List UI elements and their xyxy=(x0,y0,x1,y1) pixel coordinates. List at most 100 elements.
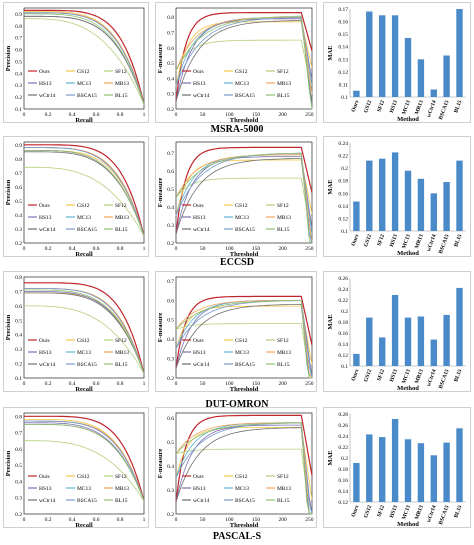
fm-series-Ours xyxy=(175,146,313,235)
fm-ytick: 0.2 xyxy=(167,376,174,382)
fm-ylabel: F-measure xyxy=(157,44,164,74)
fm-xtick: 100 xyxy=(225,517,234,523)
pr-series-BSCA15 xyxy=(24,147,145,237)
legend-label-MR13: MR13 xyxy=(277,486,291,492)
mae-panel-2: 0.1 0.12 0.14 0.16 0.18 0.2 0.22 0.24 0.26 Ours GS… xyxy=(323,271,471,392)
pr-ytick: 0.2 xyxy=(15,512,22,518)
mae-bar-wCtr14 xyxy=(430,89,437,97)
pr-xtick: 0.2 xyxy=(45,517,52,523)
mae-category-MR13: MR13 xyxy=(414,504,425,520)
mae-bar-MR13 xyxy=(417,316,425,366)
mae-bar-HS13 xyxy=(391,15,399,97)
fm-ytick: 0.3 xyxy=(167,357,174,363)
legend-label-Ours: Ours xyxy=(39,474,50,480)
fm-ytick: 0.2 xyxy=(167,512,174,518)
legend-label-MC13: MC13 xyxy=(77,486,91,492)
mae-category-GS12: GS12 xyxy=(363,504,373,518)
fm-series-BL15 xyxy=(175,300,312,379)
fm-xtick: 0 xyxy=(175,246,178,252)
mae-ylabel: MAE xyxy=(327,450,334,465)
mae-category-HS13: HS13 xyxy=(389,504,399,518)
pr-series-BSCA15 xyxy=(24,288,145,374)
mae-ytick: 0.18 xyxy=(338,467,348,473)
pr-xtick: 1 xyxy=(143,112,146,118)
pr-xtick: 1 xyxy=(143,517,146,523)
legend-label-MR13: MR13 xyxy=(115,350,129,356)
mae-bar-SF12 xyxy=(379,337,386,366)
mae-category-BL15: BL15 xyxy=(453,99,463,113)
mae-ytick: 0.14 xyxy=(338,342,348,348)
fm-xlabel: Threshold xyxy=(230,386,259,393)
mae-ytick: 0.13 xyxy=(338,57,348,63)
pr-series-BL15 xyxy=(24,289,145,374)
mae-category-Ours: Ours xyxy=(351,369,361,382)
fm-ytick: 0.5 xyxy=(167,318,174,324)
pr-ytick: 0.4 xyxy=(15,213,22,219)
pr-ytick: 0.1 xyxy=(15,376,22,382)
fmeasure-panel-1: 0 50 100 150 200 250 0.2 0.3 0.4 0.5 0.6 0.7 Thresho… xyxy=(155,136,317,258)
mae-bar-Ours xyxy=(353,463,360,502)
mae-bar-GS12 xyxy=(366,11,373,97)
pr-xtick: 0.4 xyxy=(69,112,76,118)
mae-category-wCtr14: wCtr14 xyxy=(426,368,438,387)
pr-ytick: 0.3 xyxy=(15,496,22,502)
pr-ytick: 0.7 xyxy=(15,289,22,295)
mae-bar-BSCA15 xyxy=(443,442,450,502)
legend-label-BSCA15: BSCA15 xyxy=(235,498,255,504)
pr-ytick: 0.5 xyxy=(15,463,22,469)
fmeasure-chart-3: 0 50 100 150 200 250 0.2 0.3 0.4 0.5 0.6 Threshold F… xyxy=(157,412,314,529)
legend-label-HS13: HS13 xyxy=(39,215,52,221)
pr-ytick: 0.8 xyxy=(15,157,22,163)
legend-label-HS13: HS13 xyxy=(39,81,52,87)
mae-chart-0: 0.1 0.11 0.12 0.13 0.14 0.15 0.16 0.17 Ours GS12 S… xyxy=(327,7,466,123)
fm-xlabel: Threshold xyxy=(230,117,259,124)
fmeasure-chart-2: 0 50 100 150 200 250 0.2 0.3 0.4 0.5 0.6 0.7 Thresho… xyxy=(157,276,314,393)
mae-bar-MC13 xyxy=(404,170,412,231)
legend-label-wCtr14: wCtr14 xyxy=(193,227,210,233)
fm-series-BL15 xyxy=(175,152,313,244)
fm-plot-area xyxy=(175,412,313,515)
legend-label-wCtr14: wCtr14 xyxy=(39,93,56,99)
fm-xtick: 150 xyxy=(252,246,261,252)
mae-category-wCtr14: wCtr14 xyxy=(426,233,438,252)
mae-ytick: 0.2 xyxy=(341,166,348,172)
legend-label-BL15: BL15 xyxy=(115,93,128,99)
legend-label-Ours: Ours xyxy=(39,338,50,344)
mae-category-GS12: GS12 xyxy=(363,368,373,382)
mae-bar-wCtr14 xyxy=(430,193,437,231)
pr-xlabel: Recall xyxy=(75,386,93,393)
fm-xtick: 100 xyxy=(225,112,234,118)
mae-category-wCtr14: wCtr14 xyxy=(426,99,438,118)
fm-ytick: 0.5 xyxy=(167,440,174,446)
mae-bar-MC13 xyxy=(404,37,412,97)
dataset-title-msra: MSRA-5000 xyxy=(210,124,264,135)
mae-ytick: 0.14 xyxy=(338,45,348,51)
mae-bar-MR13 xyxy=(417,443,425,502)
mae-category-BL15: BL15 xyxy=(453,233,463,247)
mae-chart-3: 0.12 0.14 0.16 0.18 0.2 0.22 0.24 0.26 0.28 Ours G… xyxy=(327,412,466,528)
pr-series-BSCA15 xyxy=(24,12,145,105)
legend-label-GS12: GS12 xyxy=(77,474,90,480)
mae-chart-1: 0.1 0.12 0.14 0.16 0.18 0.2 0.22 0.24 Ours GS12 SF… xyxy=(327,141,466,257)
legend-label-Ours: Ours xyxy=(39,69,50,75)
pr-xtick: 0.2 xyxy=(45,246,52,252)
mae-category-BSCA15: BSCA15 xyxy=(438,504,451,525)
pr-series-Ours xyxy=(24,144,145,237)
mae-ytick: 0.1 xyxy=(341,95,348,101)
mae-ytick: 0.22 xyxy=(338,445,348,451)
fm-ytick: 0.7 xyxy=(167,30,174,36)
pr-series-wCtr14 xyxy=(24,292,145,374)
pr-xtick: 0 xyxy=(23,112,26,118)
fm-series-GS12 xyxy=(175,21,313,87)
fm-series-SF12 xyxy=(175,177,313,242)
mae-category-HS13: HS13 xyxy=(389,233,399,247)
pr-xtick: 0.4 xyxy=(69,381,76,387)
legend-label-BL15: BL15 xyxy=(277,227,290,233)
fm-ytick: 0.7 xyxy=(167,279,174,285)
mae-category-BL15: BL15 xyxy=(453,504,463,518)
pr-ytick: 0.9 xyxy=(15,143,22,149)
fm-ytick: 0.2 xyxy=(167,107,174,113)
fm-xtick: 250 xyxy=(305,381,314,387)
pr-series-BSCA15 xyxy=(24,420,145,502)
